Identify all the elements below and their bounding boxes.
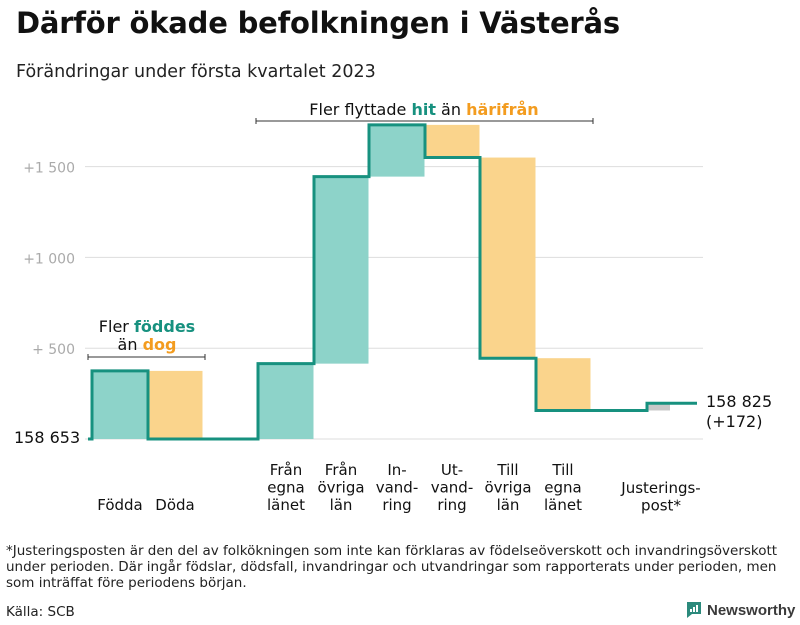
x-category-label: In-	[387, 461, 406, 479]
bracket-migration	[255, 118, 594, 124]
chart-title: Därför ökade befolkningen i Västerås	[16, 6, 620, 40]
bar-2	[147, 370, 203, 439]
x-category-label: Från	[270, 461, 302, 479]
x-category-label: vand-	[431, 479, 474, 497]
brand-name: Newsworthy	[707, 601, 796, 619]
waterfall-chart: + 500 +1 000 +1 500 158 653 158 825(+172) Föd…	[14, 100, 772, 515]
y-tick-label: +1 000	[23, 251, 75, 267]
chart-subtitle: Förändringar under första kvartalet 2023	[16, 62, 376, 82]
y-tick-label: + 500	[32, 342, 75, 358]
brand-logo: Newsworthy	[686, 601, 795, 619]
x-category-label: Till	[496, 461, 518, 479]
bar-4	[313, 176, 369, 364]
x-category-label: Döda	[155, 496, 194, 514]
y-tick-label: +1 500	[23, 161, 75, 177]
newsworthy-logo-icon	[687, 602, 701, 618]
end-value-label: 158 825	[706, 392, 772, 411]
x-category-label: ring	[437, 496, 466, 514]
running-total-line	[88, 123, 697, 441]
bar-1	[92, 370, 148, 439]
source-label: Källa: SCB	[6, 604, 75, 620]
x-category-label: Till	[551, 461, 573, 479]
bar-3	[258, 363, 314, 439]
bar-9	[648, 403, 670, 411]
bar-8	[535, 358, 591, 411]
x-category-label: post*	[641, 497, 681, 515]
x-category-label: Justerings-	[620, 479, 700, 497]
x-category-label: länet	[267, 496, 305, 514]
footnote: *Justeringsposten är den del av folkökni…	[6, 543, 778, 591]
x-category-label: ring	[382, 496, 411, 514]
end-change-label: (+172)	[706, 412, 762, 431]
annotation-births-line2: än dog	[118, 335, 177, 354]
x-category-label: Från	[325, 461, 357, 479]
x-category-label: egna	[544, 479, 581, 497]
bar-5	[369, 124, 425, 177]
annotation-births-line1: Fler föddes	[99, 317, 195, 336]
x-category-label: övriga	[484, 479, 531, 497]
bracket-births	[87, 354, 206, 360]
x-category-label: Födda	[97, 496, 143, 514]
annotation-migration: Fler flyttade hit än härifrån	[309, 100, 538, 119]
bar-7	[480, 157, 536, 359]
x-category-label: län	[497, 496, 520, 514]
start-value-label: 158 653	[14, 428, 80, 447]
bar-6	[424, 124, 480, 158]
x-category-label: länet	[544, 496, 582, 514]
x-category-label: län	[330, 496, 353, 514]
x-category-label: egna	[267, 479, 304, 497]
x-category-label: vand-	[376, 479, 419, 497]
x-category-label: Ut-	[441, 461, 463, 479]
x-category-label: övriga	[317, 479, 364, 497]
